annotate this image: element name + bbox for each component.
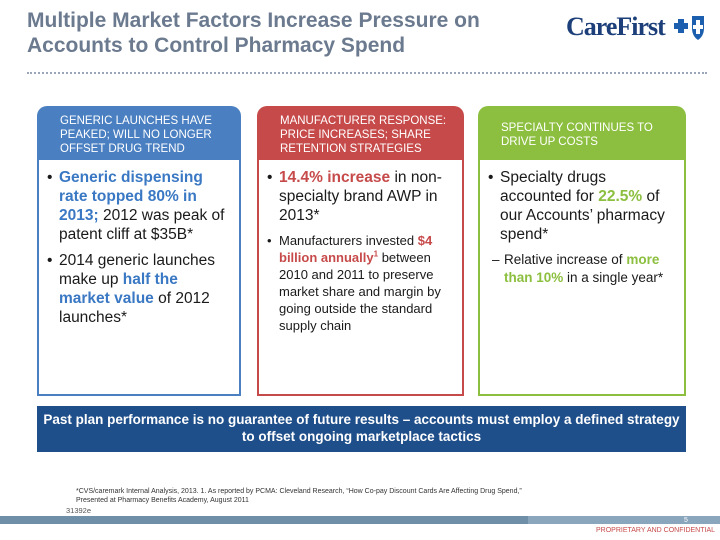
cross-shield-icon [674,16,704,40]
bullet-item: 14.4% increase in non-specialty brand AW… [267,168,454,225]
highlight-text: Generic dispensing rate topped 80% in 20… [59,169,203,224]
footnote-line: *CVS/caremark Internal Analysis, 2013. 1… [76,488,522,495]
bullet-list: Generic dispensing rate topped 80% in 20… [39,160,239,327]
bullet-text: of our Accounts’ pharmacy spend* [500,188,665,243]
footer-bar-accent [528,516,720,524]
bullet-text: Specialty drugs accounted for [500,169,606,205]
bullet-text: 2014 generic launches make up [59,252,215,288]
panel-header: MANUFACTURER RESPONSE: PRICE INCREASES; … [257,106,464,160]
panel-header: GENERIC LAUNCHES HAVE PEAKED; WILL NO LO… [37,106,241,160]
page-number: 5 [684,517,688,524]
carefirst-logo: CareFirst [566,10,706,48]
bullet-list: 14.4% increase in non-specialty brand AW… [259,160,462,334]
key-message-banner: Past plan performance is no guarantee of… [37,406,686,452]
bullet-text: Manufacturers invested [279,233,418,248]
bullet-text: in a single year* [563,270,664,285]
panel-body: Specialty drugs accounted for 22.5% of o… [478,160,686,396]
confidentiality-label: PROPRIETARY AND CONFIDENTIAL [596,527,716,534]
bullet-item: 2014 generic launches make up half the m… [47,251,231,327]
footnote-line: Presented at Pharmacy Benefits Academy, … [76,497,249,504]
page-title: Multiple Market Factors Increase Pressur… [27,9,480,57]
footer-bar [0,516,720,524]
bullet-item: Specialty drugs accounted for 22.5% of o… [488,168,676,244]
highlight-text: half the market value [59,271,178,307]
panel-header: SPECIALTY CONTINUES TO DRIVE UP COSTS [478,106,686,160]
footnote-marker: 1 [373,249,379,259]
bullet-text: in non-specialty brand AWP in 2013* [279,169,442,224]
bullet-text: 2012 was peak of patent cliff at $35B* [59,207,225,243]
bullet-text: of 2012 launches* [59,290,210,326]
highlight-text: 22.5% [598,188,643,205]
highlight-text: 14.4% increase [279,169,391,186]
sub-bullet-item: Relative increase of more than 10% in a … [480,251,684,287]
footnote: *CVS/caremark Internal Analysis, 2013. 1… [76,487,596,505]
bullet-item: Manufacturers invested $4 billion annual… [267,232,454,334]
title-divider [27,72,707,74]
bullet-text: between 2010 and 2011 to preserve market… [279,250,441,333]
panel-body: 14.4% increase in non-specialty brand AW… [257,160,464,396]
bullet-item: Generic dispensing rate topped 80% in 20… [47,168,231,244]
bullet-text: Relative increase of [504,252,627,267]
bullet-list: Specialty drugs accounted for 22.5% of o… [480,160,684,244]
document-code: 31392e [66,506,92,515]
logo-text: CareFirst [566,12,666,41]
highlight-text: $4 billion annually [279,233,433,265]
panel-body: Generic dispensing rate topped 80% in 20… [37,160,241,396]
highlight-text: more than 10% [504,252,660,285]
